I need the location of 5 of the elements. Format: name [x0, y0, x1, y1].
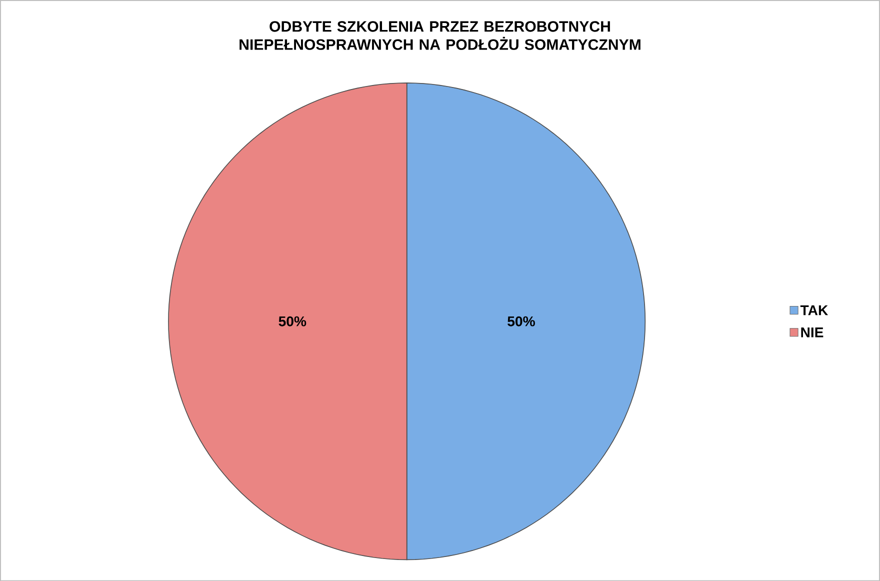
chart-title: ODBYTE SZKOLENIA PRZEZ BEZROBOTNYCH NIEPEŁNOSPRAWNYCH NA PODŁOŻU SOMATYCZNYM: [240, 21, 640, 50]
data-label: 50%: [508, 316, 535, 326]
legend-label: TAK: [800, 305, 828, 315]
data-label: 50%: [278, 316, 306, 326]
legend-label: NIE: [801, 327, 824, 338]
